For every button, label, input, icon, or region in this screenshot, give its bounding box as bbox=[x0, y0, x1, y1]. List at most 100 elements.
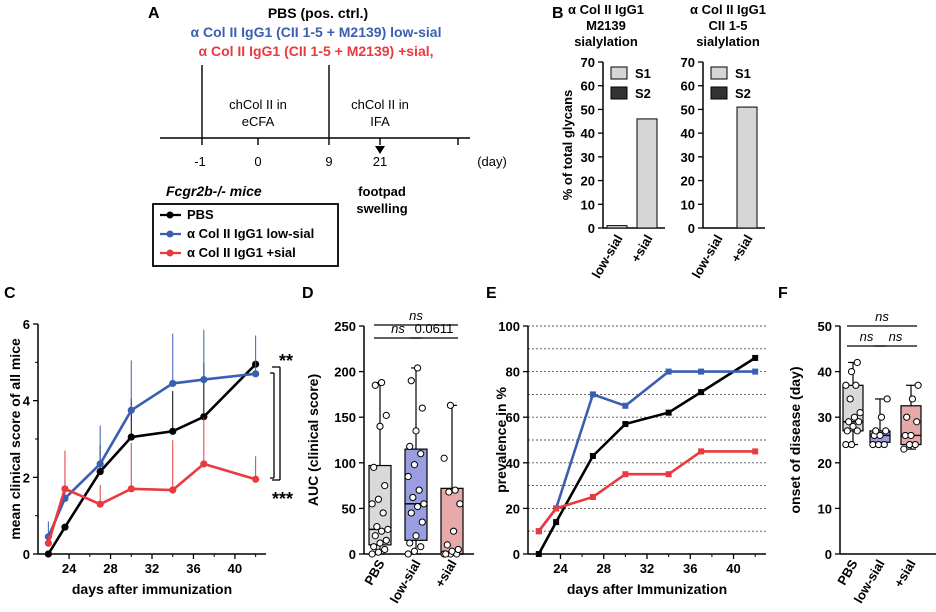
y-tick-label: 70 bbox=[581, 55, 595, 70]
legend-label: S1 bbox=[735, 66, 751, 81]
panel-label-a: A bbox=[148, 5, 160, 22]
panel-label-d: D bbox=[302, 285, 314, 302]
data-point bbox=[448, 547, 456, 555]
y-axis-label: AUC (clinical score) bbox=[305, 374, 321, 506]
day-tick: 9 bbox=[325, 154, 332, 169]
day-tick: 0 bbox=[254, 154, 261, 169]
panel-e-chart: 0 20 40 60 80 100 24 28 32 36 40 days after Immuniz… bbox=[493, 319, 766, 597]
data-point bbox=[371, 532, 379, 540]
data-point bbox=[849, 422, 857, 430]
y-tick-label: 10 bbox=[818, 501, 832, 516]
data-point bbox=[61, 523, 69, 531]
data-point bbox=[698, 448, 705, 455]
day-unit: (day) bbox=[477, 154, 507, 169]
data-point bbox=[374, 548, 383, 556]
data-point bbox=[908, 395, 917, 403]
data-point bbox=[420, 500, 428, 508]
y-tick-label: 50 bbox=[581, 102, 595, 117]
chart-title: α Col II IgG1 bbox=[690, 2, 766, 17]
panel-label-c: C bbox=[4, 285, 16, 302]
mice-label: Fcgr2b-/- mice bbox=[166, 183, 262, 199]
data-point bbox=[252, 370, 260, 378]
bar-s1 bbox=[636, 118, 658, 229]
data-point bbox=[843, 427, 851, 435]
data-point bbox=[698, 389, 705, 396]
y-tick-label: 40 bbox=[681, 126, 695, 141]
series-line-0 bbox=[47, 363, 257, 555]
chart-title: α Col II IgG1 bbox=[568, 2, 644, 17]
data-point bbox=[418, 518, 426, 526]
x-tick-label: 36 bbox=[186, 561, 200, 576]
data-point bbox=[440, 454, 448, 462]
y-tick-label: 50 bbox=[342, 501, 356, 516]
data-point bbox=[622, 471, 629, 478]
data-point bbox=[407, 509, 415, 517]
significance-label: 0.0611 bbox=[415, 321, 454, 336]
y-tick-label: 100 bbox=[334, 456, 356, 471]
data-point bbox=[882, 427, 890, 435]
y-tick-label: 40 bbox=[818, 365, 832, 380]
data-point bbox=[169, 379, 177, 388]
data-point bbox=[454, 545, 462, 554]
data-point bbox=[853, 358, 861, 367]
significance-mark: ** bbox=[279, 351, 293, 371]
y-tick-label: 20 bbox=[681, 174, 695, 189]
data-point bbox=[451, 486, 459, 494]
y-tick-label: 0 bbox=[513, 547, 520, 562]
data-point bbox=[589, 391, 596, 398]
y-tick-label: 60 bbox=[581, 79, 595, 94]
data-point bbox=[442, 550, 450, 558]
data-point bbox=[665, 471, 672, 478]
x-tick-label: +sial bbox=[891, 557, 919, 590]
panel-label-f: F bbox=[778, 285, 788, 302]
data-point bbox=[410, 547, 419, 555]
x-tick-label: 32 bbox=[145, 561, 159, 576]
y-tick-label: 30 bbox=[681, 150, 695, 165]
data-point bbox=[96, 460, 104, 468]
x-tick-label: 28 bbox=[596, 561, 610, 576]
chart-title: CII 1-5 bbox=[708, 18, 747, 33]
data-point bbox=[900, 445, 908, 453]
data-point bbox=[200, 460, 208, 468]
chart-title: sialylation bbox=[574, 34, 638, 49]
chart-title: sialylation bbox=[696, 34, 760, 49]
data-point bbox=[377, 527, 386, 535]
x-tick-label: +sial bbox=[432, 557, 460, 590]
data-point bbox=[374, 495, 383, 503]
chart-title: M2139 bbox=[586, 18, 626, 33]
y-tick-label: 150 bbox=[334, 410, 356, 425]
x-tick-label: 40 bbox=[228, 561, 242, 576]
data-point bbox=[382, 411, 390, 419]
data-point bbox=[368, 550, 376, 558]
y-tick-label: 100 bbox=[498, 319, 520, 334]
data-point bbox=[169, 427, 177, 435]
data-point bbox=[412, 532, 420, 540]
data-point bbox=[622, 421, 629, 428]
data-point bbox=[914, 381, 922, 389]
data-point bbox=[376, 422, 384, 430]
x-axis-label: days after immunization bbox=[72, 581, 232, 597]
data-point bbox=[413, 364, 422, 372]
y-tick-label: 60 bbox=[506, 410, 520, 425]
y-tick-label: 20 bbox=[506, 501, 520, 516]
data-point bbox=[384, 525, 392, 533]
panel-label-e: E bbox=[486, 285, 497, 302]
event-label: chCol II in bbox=[229, 97, 287, 112]
data-point bbox=[850, 413, 859, 421]
legend-label-lowsial: α Col II IgG1 low-sial bbox=[187, 226, 314, 241]
event-label: eCFA bbox=[242, 114, 275, 129]
y-tick-label: 200 bbox=[334, 365, 356, 380]
data-point bbox=[96, 500, 104, 508]
legend-label: S2 bbox=[635, 86, 651, 101]
data-point bbox=[698, 368, 705, 375]
significance-label: ns bbox=[409, 308, 423, 323]
data-point bbox=[876, 431, 884, 440]
data-point bbox=[665, 368, 672, 375]
data-point bbox=[200, 375, 208, 384]
data-point bbox=[535, 528, 542, 535]
data-point bbox=[417, 543, 425, 551]
day-tick: -1 bbox=[194, 154, 206, 169]
y-axis-label: mean clinical score of all mice bbox=[7, 338, 23, 540]
